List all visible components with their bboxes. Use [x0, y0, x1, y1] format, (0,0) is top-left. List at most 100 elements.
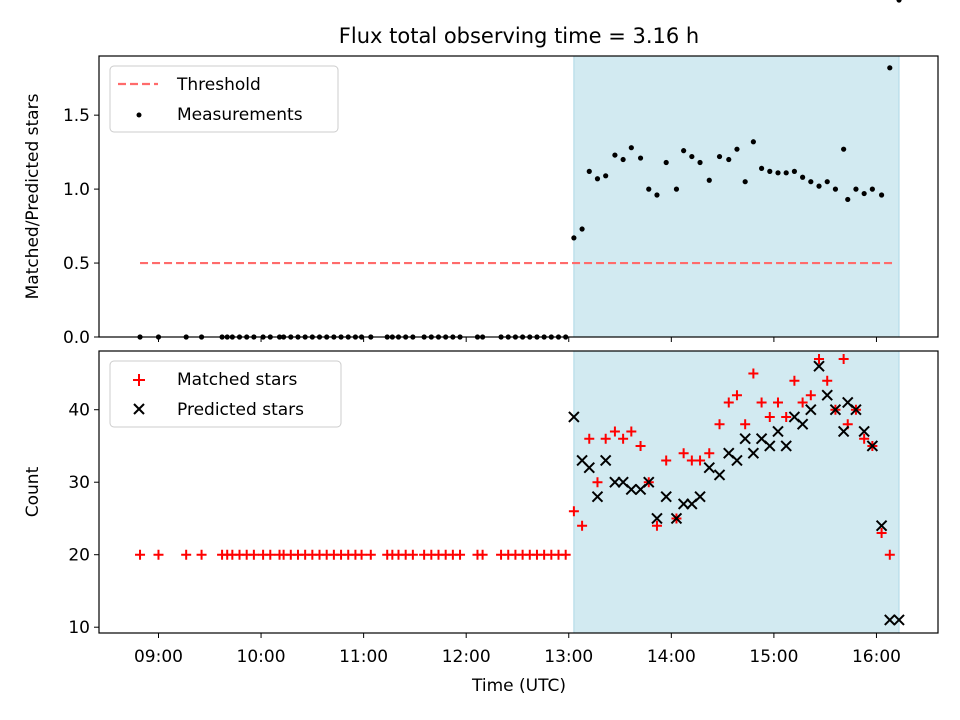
matched-star-point — [356, 549, 367, 560]
measurement-point — [681, 148, 687, 154]
bottom-legend-box — [109, 360, 342, 428]
y-tick-label: 0.5 — [63, 254, 90, 274]
predicted-star-point — [747, 447, 760, 459]
measurement-point — [869, 186, 875, 192]
top-axes-frame — [98, 55, 939, 338]
bottom-y-ticks: 10 20 30 40 — [68, 401, 99, 638]
matched-star-point — [740, 419, 751, 430]
predicted-star-point — [677, 498, 690, 510]
measurement-point — [800, 174, 806, 180]
predicted-star-point — [739, 433, 751, 445]
matched-star-point — [600, 433, 611, 444]
legend-matched-swatch — [133, 374, 145, 386]
matched-star-point — [626, 426, 637, 437]
predicted-star-point — [884, 614, 896, 626]
matched-star-point — [714, 419, 725, 430]
matched-star-point — [805, 390, 816, 401]
bottom-legend: Matched stars Predicted stars — [109, 360, 342, 428]
legend-measurements-swatch — [136, 112, 142, 118]
matched-star-point — [748, 368, 759, 379]
measurement-point — [612, 152, 618, 158]
predicted-star-point — [821, 389, 833, 401]
measurement-point — [706, 177, 712, 183]
y-tick-label: 40 — [68, 401, 90, 421]
measurement-point — [646, 186, 652, 192]
predicted-star-point — [660, 491, 672, 503]
measurement-point — [716, 153, 723, 160]
measurement-point — [767, 168, 773, 174]
matched-star-point — [838, 353, 849, 364]
top-y-ticks: 0.0 0.5 1.0 1.5 — [63, 106, 99, 348]
matched-star-point — [618, 433, 629, 444]
measurement-point — [824, 179, 830, 185]
x-tick-label: 11:00 — [339, 647, 388, 667]
measurement-point — [654, 192, 660, 198]
measurement-point — [861, 190, 867, 197]
predicted-star-point — [813, 360, 825, 372]
matched-star-point — [764, 411, 775, 422]
measurement-point — [742, 179, 748, 185]
matched-star-point — [781, 411, 792, 422]
measurement-point — [775, 170, 781, 176]
measurement-point — [673, 186, 680, 192]
chart-title: Flux total observing time = 3.16 h — [339, 24, 699, 48]
bottom-panel: 10 20 30 40 09:00 10:00 11:00 12:00 13:00 14:00 1… — [23, 350, 939, 696]
y-tick-label: 20 — [68, 546, 90, 566]
measurement-points — [137, 0, 902, 340]
predicted-star-point — [583, 462, 595, 474]
matched-star-point — [876, 527, 887, 538]
measurement-point — [726, 156, 732, 163]
measurement-point — [878, 192, 885, 198]
matched-star-point — [560, 549, 571, 560]
x-tick-label: 09:00 — [134, 647, 183, 667]
matched-star-point — [135, 549, 146, 560]
predicted-star-point — [805, 404, 817, 416]
predicted-star-point — [670, 512, 683, 525]
matched-star-point — [678, 448, 689, 459]
predicted-star-point — [875, 520, 888, 532]
matched-star-point — [477, 549, 488, 560]
matched-star-point — [584, 433, 595, 444]
matched-star-point — [568, 506, 579, 517]
matched-star-point — [797, 397, 808, 408]
measurement-point — [853, 186, 859, 192]
matched-star-point — [153, 549, 164, 560]
matched-stars-points — [135, 354, 895, 560]
predicted-star-point — [713, 469, 726, 481]
legend-threshold-label: Threshold — [176, 75, 261, 95]
predicted-star-point — [703, 462, 715, 474]
legend-matched-label: Matched stars — [177, 370, 297, 390]
bottom-axes-frame — [98, 350, 939, 634]
matched-star-point — [455, 549, 466, 560]
predicted-star-point — [772, 425, 784, 438]
x-tick-label: 10:00 — [237, 647, 286, 667]
measurement-point — [808, 179, 814, 185]
matched-star-point — [814, 353, 825, 364]
measurement-point — [620, 156, 626, 163]
measurement-point — [816, 183, 822, 189]
matched-star-point — [635, 440, 646, 451]
measurement-point — [783, 170, 789, 176]
matched-star-point — [884, 549, 895, 560]
matched-star-point — [651, 520, 662, 531]
matched-star-point — [859, 433, 870, 444]
predicted-star-point — [764, 440, 776, 452]
matched-star-point — [248, 549, 259, 560]
predicted-star-point — [731, 454, 743, 467]
predicted-star-point — [651, 512, 663, 525]
x-tick-label: 12:00 — [442, 647, 491, 667]
predicted-star-point — [858, 425, 870, 438]
x-tick-label: 16:00 — [852, 647, 901, 667]
x-axis-label: Time (UTC) — [471, 676, 566, 696]
predicted-star-point — [850, 404, 862, 416]
predicted-star-point — [643, 476, 655, 488]
y-tick-label: 30 — [68, 473, 90, 493]
measurement-point — [689, 153, 695, 160]
legend-predicted-label: Predicted stars — [177, 400, 304, 420]
measurement-point — [750, 139, 756, 145]
predicted-star-point — [694, 491, 706, 503]
predicted-star-point — [780, 440, 792, 452]
legend-measurements-label: Measurements — [177, 105, 303, 125]
matched-star-point — [723, 397, 734, 408]
